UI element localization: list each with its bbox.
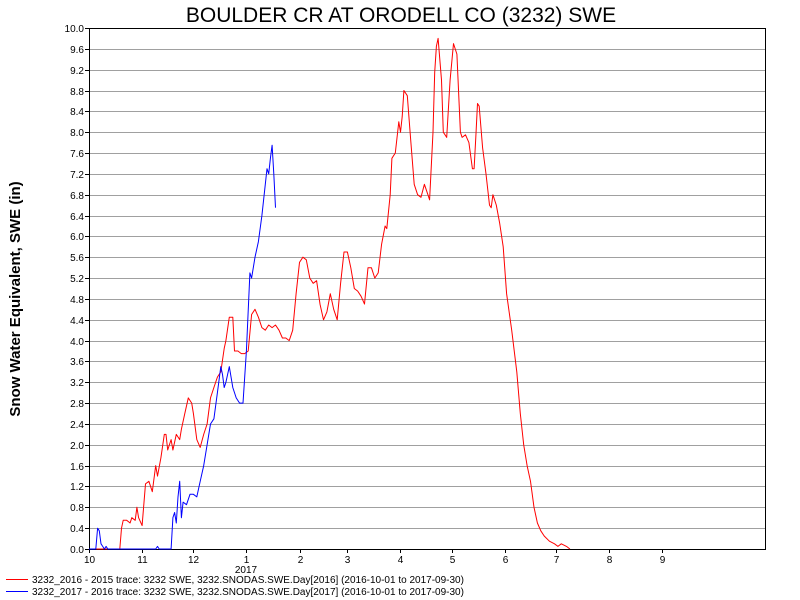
axes: 0.0 0.4 0.8 1.2 1.6 2.0 2.4 2.8 3.2 3.6 4.0 4.4 4.8 5… (65, 24, 766, 576)
series-line-2 (89, 144, 276, 550)
y-tick-label: 10.0 (65, 24, 85, 35)
x-tick-label: 12 (188, 555, 200, 566)
legend-entry-2: 3232_2017 - 2016 trace: 3232 SWE, 3232.S… (32, 587, 464, 598)
y-axis-label: Snow Water Equivalent, SWE (in) (7, 181, 24, 416)
y-tick-label: 1.2 (70, 482, 84, 493)
gridlines (89, 28, 765, 550)
y-tick-label: 0.0 (70, 545, 84, 556)
y-tick-label: 4.4 (70, 316, 84, 327)
x-tick-label: 2 (298, 555, 304, 566)
y-tick-label: 8.4 (70, 107, 84, 118)
y-tick-label: 6.4 (70, 212, 84, 223)
y-tick-label: 2.4 (70, 420, 84, 431)
y-tick-label: 5.2 (70, 274, 84, 285)
y-tick-label: 6.8 (70, 191, 84, 202)
y-tick-label: 2.8 (70, 399, 84, 410)
legend: 3232_2016 - 2015 trace: 3232 SWE, 3232.S… (6, 575, 464, 598)
x-tick-label: 3 (345, 555, 351, 566)
y-tick-label: 0.8 (70, 503, 84, 514)
x-tick-label: 5 (450, 555, 456, 566)
legend-entry-1: 3232_2016 - 2015 trace: 3232 SWE, 3232.S… (32, 575, 464, 586)
y-tick-label: 9.6 (70, 45, 84, 56)
x-year-label: 2017 (235, 565, 258, 576)
x-tick-label: 7 (554, 555, 560, 566)
y-tick-label: 8.0 (70, 128, 84, 139)
y-tick-label: 3.2 (70, 378, 84, 389)
x-tick-label: 10 (84, 555, 96, 566)
y-tick-label: 5.6 (70, 253, 84, 264)
y-tick-label: 7.6 (70, 149, 84, 160)
plot-frame (89, 28, 766, 550)
x-tick-label: 11 (137, 555, 148, 566)
chart-title: BOULDER CR AT ORODELL CO (3232) SWE (186, 4, 616, 27)
y-tick-label: 8.8 (70, 87, 84, 98)
series-line-1 (89, 37, 571, 550)
y-tick-label: 6.0 (70, 232, 84, 243)
y-tick-label: 3.6 (70, 357, 84, 368)
x-tick-label: 1 (244, 555, 250, 566)
x-tick-label: 8 (607, 555, 613, 566)
y-tick-label: 1.6 (70, 462, 84, 473)
x-tick-label: 6 (503, 555, 509, 566)
y-tick-label: 9.2 (70, 66, 84, 77)
y-tick-label: 2.0 (70, 441, 84, 452)
y-tick-label: 4.8 (70, 295, 84, 306)
y-tick-label: 7.2 (70, 170, 84, 181)
y-tick-label: 0.4 (70, 524, 84, 535)
x-tick-label: 4 (398, 555, 404, 566)
series-lines (89, 37, 571, 550)
x-tick-label: 9 (660, 555, 666, 566)
y-tick-label: 4.0 (70, 337, 84, 348)
